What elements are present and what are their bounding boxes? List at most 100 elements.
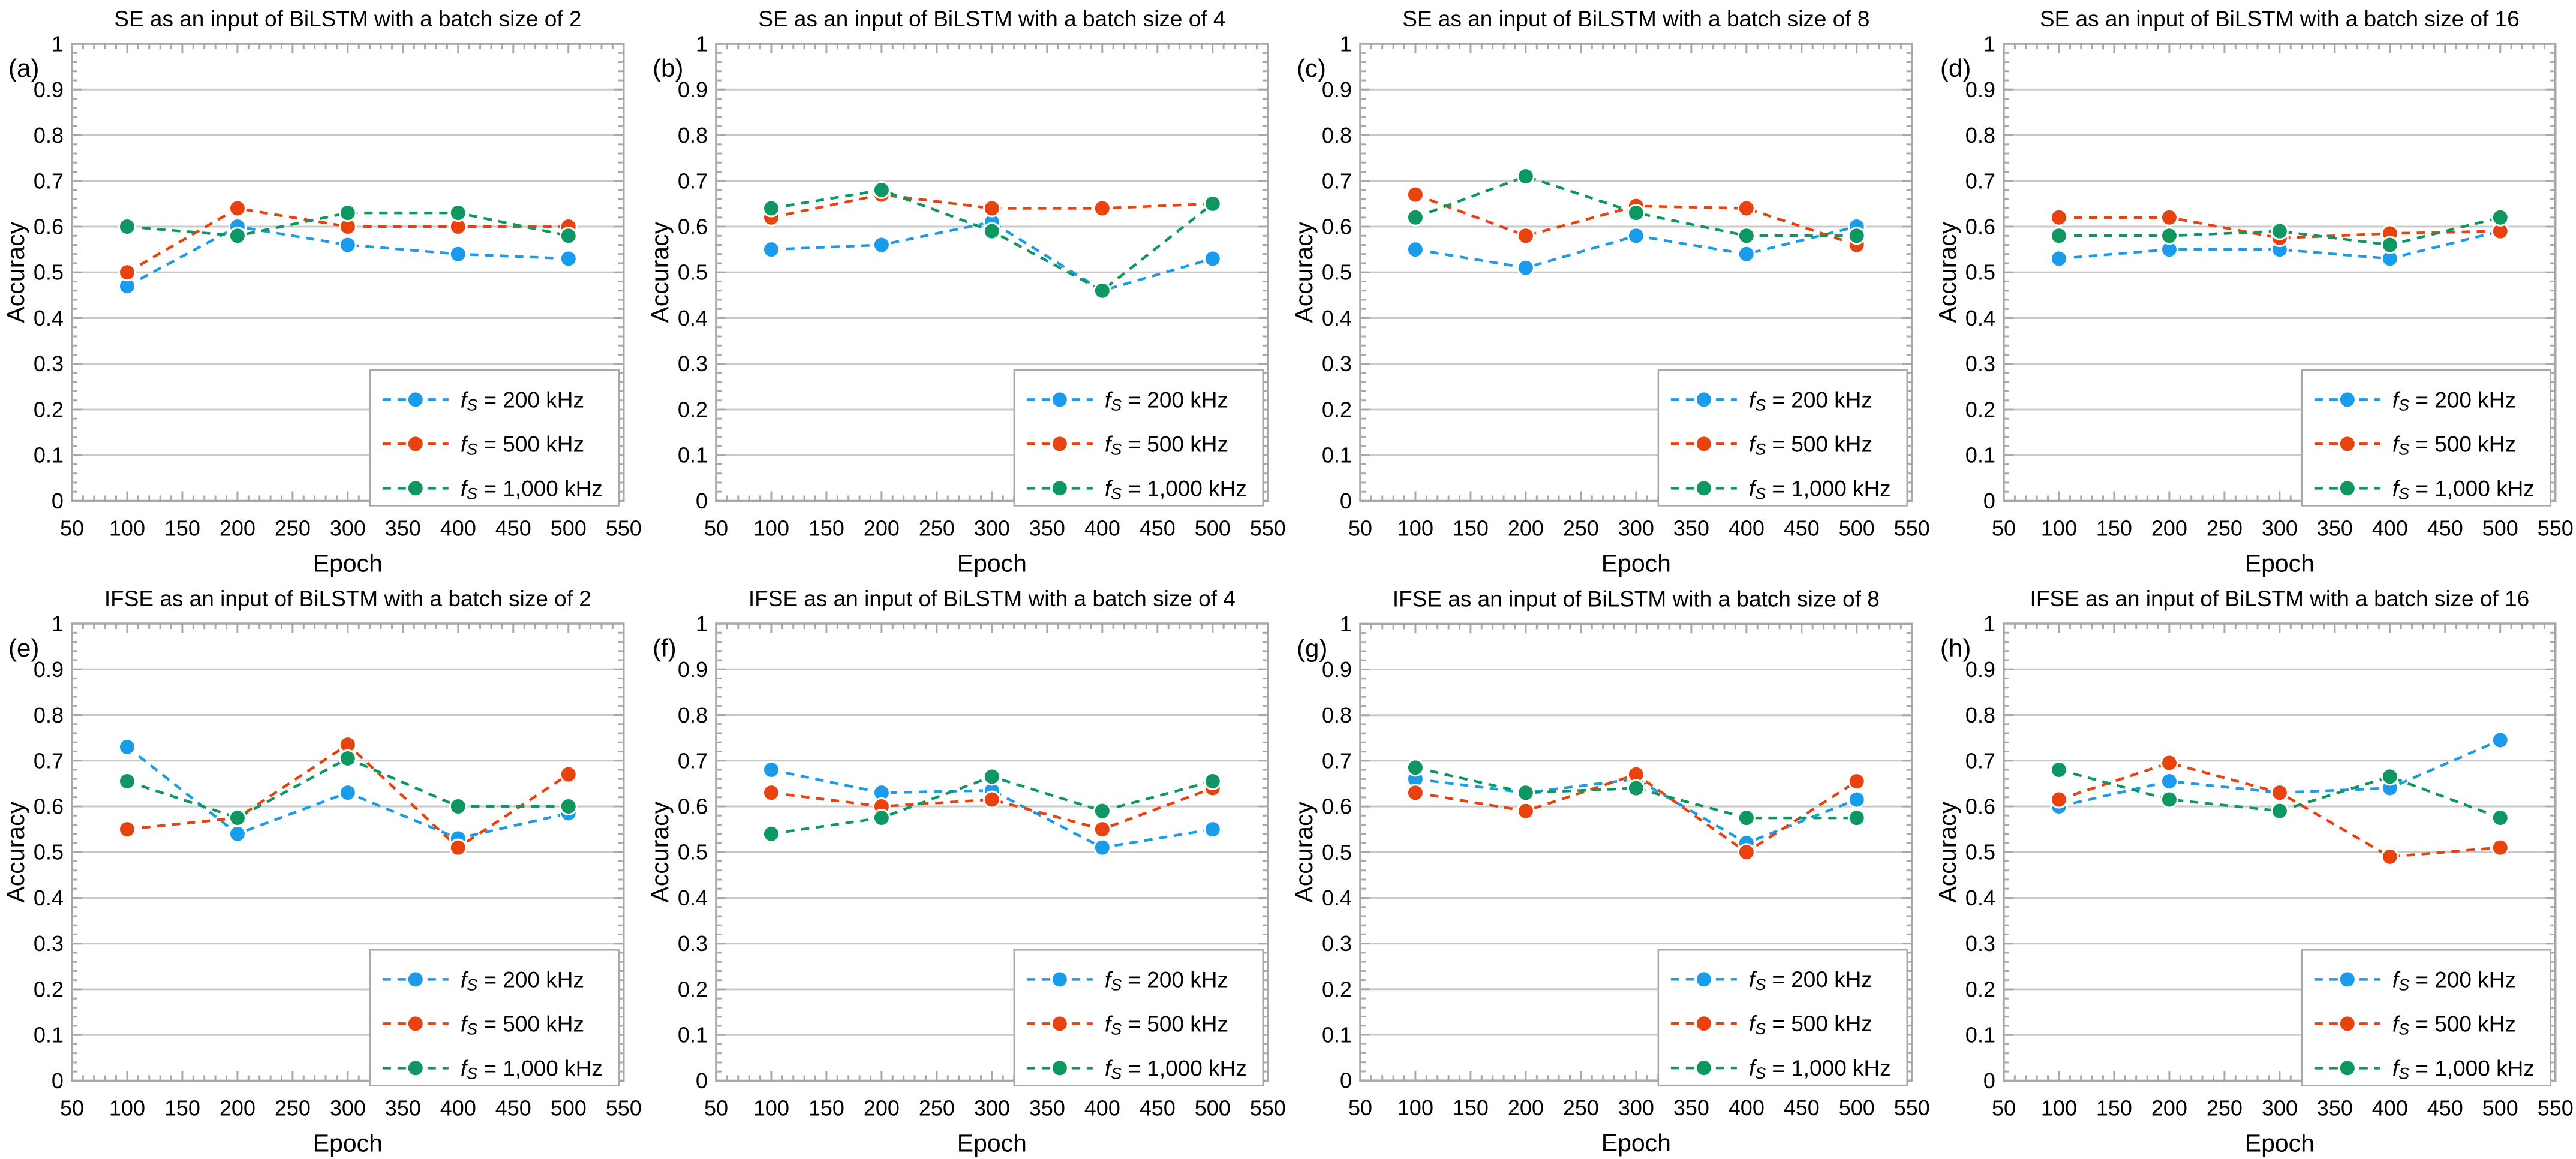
y-tick-label: 0.1 xyxy=(1321,1022,1351,1047)
x-tick-label: 550 xyxy=(606,1095,642,1120)
y-tick-label: 0.5 xyxy=(34,839,64,864)
data-point-green xyxy=(762,824,780,843)
y-tick-label: 0.8 xyxy=(1965,703,1995,727)
data-point-blue xyxy=(1203,820,1222,838)
legend-label: fS = 200 kHz xyxy=(2392,967,2516,994)
x-tick-label: 400 xyxy=(1728,516,1764,540)
legend-marker-green xyxy=(1694,1058,1713,1077)
y-tick-label: 0.6 xyxy=(1321,794,1351,818)
series-line-red xyxy=(771,786,1213,830)
data-point-red xyxy=(1406,185,1424,204)
y-tick-label: 0.5 xyxy=(1965,260,1995,285)
chart-panel-a: 0 0.1 0.2 0.3 0.4 0.5 0.6 0.7 0.8 0.9 1 50 100 150 200… xyxy=(0,0,644,580)
legend-label: fS = 500 kHz xyxy=(1748,432,1872,459)
y-tick-label: 0.1 xyxy=(1965,443,1995,468)
data-point-green xyxy=(118,217,136,236)
x-axis-label: Epoch xyxy=(957,1129,1027,1157)
y-tick-label: 0.2 xyxy=(1965,397,1995,422)
x-tick-label: 150 xyxy=(2096,516,2132,540)
chart-panel-h: 0 0.1 0.2 0.3 0.4 0.5 0.6 0.7 0.8 0.9 1 50 100 150 200… xyxy=(1932,580,2576,1159)
legend-marker-green xyxy=(1050,479,1069,498)
y-tick-label: 0.3 xyxy=(1321,931,1351,956)
data-point-red xyxy=(2491,838,2510,857)
y-tick-label: 0.2 xyxy=(34,397,64,422)
data-point-green xyxy=(2271,222,2289,240)
data-point-green xyxy=(1203,772,1222,790)
y-axis-label: Accuracy xyxy=(2,801,29,902)
legend-marker-green xyxy=(406,1058,425,1077)
x-tick-label: 350 xyxy=(2317,1095,2353,1120)
y-tick-label: 0.9 xyxy=(1321,657,1351,682)
x-tick-label: 100 xyxy=(109,1095,145,1120)
y-tick-label: 0 xyxy=(52,489,64,513)
y-tick-label: 0.4 xyxy=(34,885,64,910)
y-tick-label: 0.2 xyxy=(1321,397,1351,422)
x-tick-label: 450 xyxy=(1783,1095,1819,1120)
data-point-green xyxy=(1516,783,1535,802)
x-axis-label: Epoch xyxy=(957,549,1027,577)
y-tick-label: 0 xyxy=(696,489,708,513)
x-axis-label: Epoch xyxy=(1601,549,1670,577)
data-point-blue xyxy=(2491,730,2510,749)
data-point-blue xyxy=(1516,258,1535,277)
data-point-red xyxy=(1737,842,1756,861)
x-axis-label: Epoch xyxy=(2245,549,2315,577)
data-point-green xyxy=(872,808,891,827)
data-point-green xyxy=(1737,227,1756,245)
plot-frame xyxy=(714,43,1269,502)
y-axis-label: Accuracy xyxy=(1289,801,1317,902)
x-tick-label: 200 xyxy=(2151,1095,2187,1120)
data-point-green xyxy=(1406,208,1424,227)
x-tick-label: 500 xyxy=(551,1095,587,1120)
legend-marker-red xyxy=(1694,435,1713,453)
data-point-green xyxy=(449,204,467,222)
x-tick-label: 550 xyxy=(2538,1095,2574,1120)
y-tick-label: 0.5 xyxy=(1321,839,1351,864)
y-tick-label: 0 xyxy=(1983,1068,1995,1092)
x-tick-label: 550 xyxy=(1249,1095,1285,1120)
x-tick-label: 500 xyxy=(1838,516,1874,540)
x-tick-label: 150 xyxy=(808,516,844,540)
data-point-blue xyxy=(762,240,780,259)
data-point-green xyxy=(1203,194,1222,213)
data-point-green xyxy=(1516,167,1535,186)
data-point-blue xyxy=(1203,249,1222,268)
data-point-red xyxy=(1737,199,1756,218)
x-tick-label: 50 xyxy=(60,1095,84,1120)
legend-marker-blue xyxy=(2338,390,2357,409)
y-tick-label: 0.4 xyxy=(1321,306,1351,330)
x-tick-label: 400 xyxy=(2372,516,2408,540)
x-axis-label: Epoch xyxy=(313,549,383,577)
legend-label: fS = 500 kHz xyxy=(461,1011,584,1038)
y-tick-label: 0.3 xyxy=(1965,351,1995,376)
data-point-green xyxy=(559,227,578,245)
x-tick-label: 300 xyxy=(974,1095,1010,1120)
data-point-green xyxy=(2381,767,2400,785)
y-tick-label: 1 xyxy=(1339,32,1351,56)
x-tick-label: 200 xyxy=(220,516,256,540)
legend-label: fS = 1,000 kHz xyxy=(1105,1055,1247,1082)
legend-label: fS = 500 kHz xyxy=(461,432,584,459)
y-tick-label: 0.4 xyxy=(678,306,708,330)
x-tick-label: 50 xyxy=(60,516,84,540)
legend-label: fS = 200 kHz xyxy=(2392,387,2516,414)
legend-marker-blue xyxy=(1694,970,1713,988)
data-point-red xyxy=(982,790,1001,809)
data-point-red xyxy=(228,199,247,218)
y-tick-label: 0.5 xyxy=(678,839,708,864)
panel-label: (g) xyxy=(1296,634,1327,662)
chart-title: SE as an input of BiLSTM with a batch si… xyxy=(758,7,1225,31)
data-point-green xyxy=(2160,790,2179,809)
legend-marker-red xyxy=(1050,435,1069,453)
legend-label: fS = 500 kHz xyxy=(2392,432,2516,459)
y-tick-label: 0.3 xyxy=(678,931,708,956)
y-tick-label: 0 xyxy=(1339,489,1351,513)
x-tick-label: 250 xyxy=(919,1095,955,1120)
y-axis-label: Accuracy xyxy=(2,221,29,323)
x-tick-label: 550 xyxy=(1893,516,1929,540)
plot-frame xyxy=(1358,43,1913,502)
